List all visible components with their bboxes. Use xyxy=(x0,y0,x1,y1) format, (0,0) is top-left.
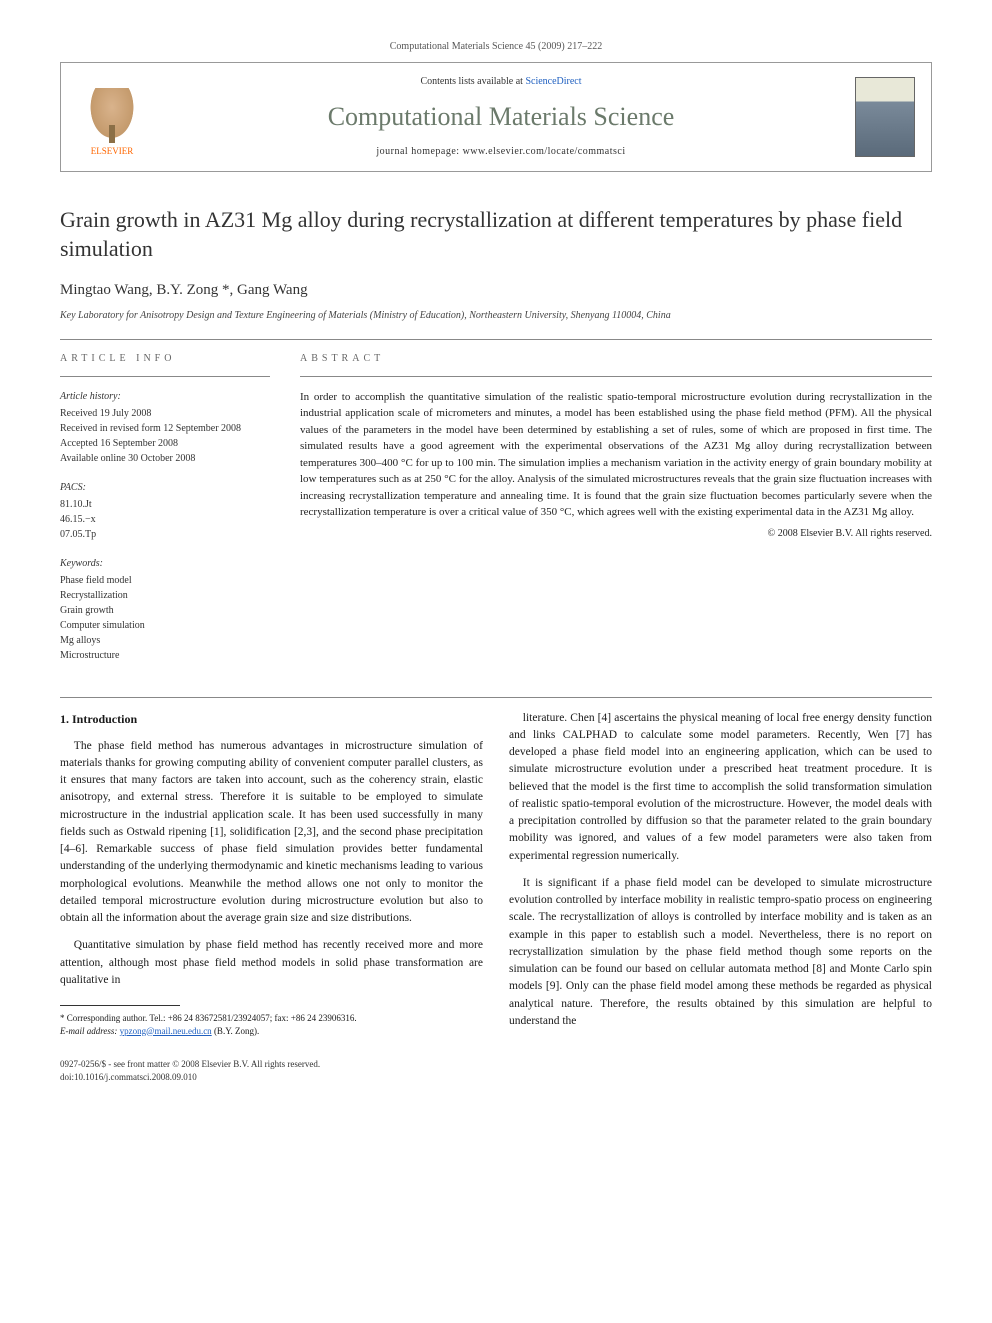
keyword-item: Computer simulation xyxy=(60,618,270,633)
divider-top xyxy=(60,339,932,340)
corresponding-author-footnote: * Corresponding author. Tel.: +86 24 836… xyxy=(60,1012,483,1037)
body-right-column: literature. Chen [4] ascertains the phys… xyxy=(509,710,932,1041)
journal-header-box: ELSEVIER Contents lists available at Sci… xyxy=(60,62,932,172)
contents-prefix: Contents lists available at xyxy=(420,76,525,87)
pacs-item: 07.05.Tp xyxy=(60,527,270,542)
publisher-name: ELSEVIER xyxy=(91,145,134,158)
section-heading-introduction: 1. Introduction xyxy=(60,710,483,728)
abstract-label: ABSTRACT xyxy=(300,352,932,366)
keyword-item: Recrystallization xyxy=(60,588,270,603)
history-received: Received 19 July 2008 xyxy=(60,406,270,421)
elsevier-tree-icon xyxy=(87,88,137,143)
article-info-sidebar: ARTICLE INFO Article history: Received 1… xyxy=(60,352,270,677)
corr-email-link[interactable]: ypzong@mail.neu.edu.cn xyxy=(120,1026,212,1036)
body-paragraph: Quantitative simulation by phase field m… xyxy=(60,937,483,989)
abstract-text: In order to accomplish the quantitative … xyxy=(300,389,932,521)
publisher-logo: ELSEVIER xyxy=(77,77,147,157)
body-paragraph: literature. Chen [4] ascertains the phys… xyxy=(509,710,932,865)
keyword-item: Grain growth xyxy=(60,603,270,618)
journal-center-block: Contents lists available at ScienceDirec… xyxy=(147,75,855,159)
body-left-column: 1. Introduction The phase field method h… xyxy=(60,710,483,1041)
pacs-block: PACS: 81.10.Jt 46.15.−x 07.05.Tp xyxy=(60,480,270,542)
sciencedirect-link[interactable]: ScienceDirect xyxy=(525,76,581,87)
pacs-item: 81.10.Jt xyxy=(60,497,270,512)
journal-name: Computational Materials Science xyxy=(147,99,855,135)
footnote-separator xyxy=(60,1005,180,1006)
article-info-label: ARTICLE INFO xyxy=(60,352,270,366)
journal-cover-thumbnail xyxy=(855,77,915,157)
article-title: Grain growth in AZ31 Mg alloy during rec… xyxy=(60,206,932,263)
history-accepted: Accepted 16 September 2008 xyxy=(60,436,270,451)
footer-doi-line: doi:10.1016/j.commatsci.2008.09.010 xyxy=(60,1071,932,1084)
footer-issn-line: 0927-0256/$ - see front matter © 2008 El… xyxy=(60,1058,932,1071)
keyword-item: Phase field model xyxy=(60,573,270,588)
keywords-label: Keywords: xyxy=(60,556,270,571)
info-divider-1 xyxy=(60,376,270,377)
contents-available-line: Contents lists available at ScienceDirec… xyxy=(147,75,855,89)
article-history-block: Article history: Received 19 July 2008 R… xyxy=(60,389,270,466)
body-paragraph: The phase field method has numerous adva… xyxy=(60,738,483,928)
info-divider-2 xyxy=(300,376,932,377)
article-info-row: ARTICLE INFO Article history: Received 1… xyxy=(60,352,932,677)
footnote-email-line: E-mail address: ypzong@mail.neu.edu.cn (… xyxy=(60,1025,483,1038)
body-paragraph: It is significant if a phase field model… xyxy=(509,875,932,1030)
body-two-column: 1. Introduction The phase field method h… xyxy=(60,710,932,1041)
divider-mid xyxy=(60,697,932,698)
abstract-copyright: © 2008 Elsevier B.V. All rights reserved… xyxy=(300,527,932,541)
pacs-label: PACS: xyxy=(60,480,270,495)
abstract-column: ABSTRACT In order to accomplish the quan… xyxy=(300,352,932,677)
email-label: E-mail address: xyxy=(60,1026,120,1036)
keyword-item: Microstructure xyxy=(60,648,270,663)
history-revised: Received in revised form 12 September 20… xyxy=(60,421,270,436)
citation-line: Computational Materials Science 45 (2009… xyxy=(60,40,932,54)
keywords-block: Keywords: Phase field model Recrystalliz… xyxy=(60,556,270,663)
history-online: Available online 30 October 2008 xyxy=(60,451,270,466)
homepage-url: www.elsevier.com/locate/commatsci xyxy=(463,146,626,157)
homepage-prefix: journal homepage: xyxy=(376,146,462,157)
keyword-item: Mg alloys xyxy=(60,633,270,648)
affiliation: Key Laboratory for Anisotropy Design and… xyxy=(60,309,932,323)
email-suffix: (B.Y. Zong). xyxy=(212,1026,260,1036)
author-list: Mingtao Wang, B.Y. Zong *, Gang Wang xyxy=(60,280,932,301)
page-footer-meta: 0927-0256/$ - see front matter © 2008 El… xyxy=(60,1058,932,1083)
journal-homepage-line: journal homepage: www.elsevier.com/locat… xyxy=(147,145,855,159)
pacs-item: 46.15.−x xyxy=(60,512,270,527)
footnote-corr-line: * Corresponding author. Tel.: +86 24 836… xyxy=(60,1012,483,1025)
history-label: Article history: xyxy=(60,389,270,404)
